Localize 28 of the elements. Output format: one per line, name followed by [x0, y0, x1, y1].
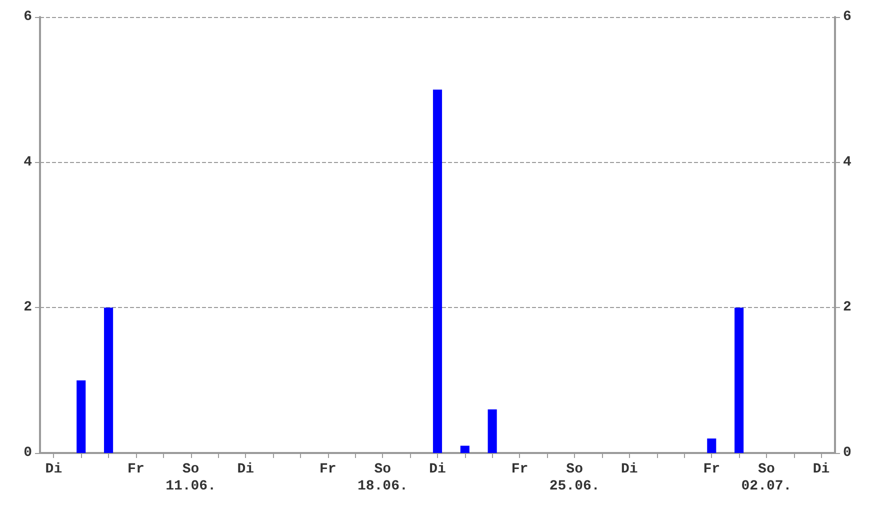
x-tick-label: Fr: [319, 462, 336, 478]
bar: [460, 446, 470, 453]
x-tick-label: Di: [237, 462, 254, 478]
y2-tick-label: 0: [843, 445, 852, 461]
bar: [76, 380, 86, 453]
y-tick-label: 0: [24, 445, 32, 461]
y2-tick-label: 4: [843, 154, 852, 170]
x-tick-label: So 11.06.: [166, 462, 216, 494]
x-tick-label: Di: [45, 462, 62, 478]
bar: [432, 90, 442, 453]
y-tick-label: 2: [24, 300, 32, 316]
bar: [734, 308, 744, 453]
bar: [488, 409, 497, 453]
x-tick-label: Di: [812, 462, 830, 478]
y2-tick-label: 6: [843, 9, 852, 25]
y-tick-label: 4: [24, 154, 32, 170]
x-tick-label: So 02.07.: [741, 462, 792, 494]
x-tick-label: Fr: [128, 462, 144, 478]
y-tick-label: 6: [24, 9, 32, 25]
x-tick-label: Di: [620, 462, 638, 478]
x-tick-label: So 25.06.: [549, 462, 600, 494]
bar: [707, 438, 716, 453]
y2-tick-label: 2: [843, 300, 852, 316]
bar: [104, 308, 114, 453]
x-tick-label: Fr: [511, 462, 528, 478]
x-tick-label: Fr: [703, 462, 720, 478]
x-tick-label: Di: [429, 462, 446, 478]
x-tick-label: So 18.06.: [357, 462, 408, 494]
